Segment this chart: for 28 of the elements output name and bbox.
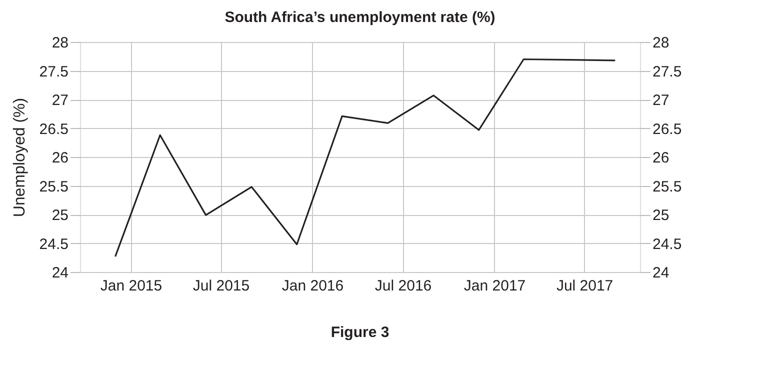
- x-tick-label: Jan 2015: [100, 278, 162, 294]
- y2-tick-label: 26: [652, 150, 670, 166]
- y-tick-label: 27.5: [39, 63, 68, 80]
- x-tick-label: Jul 2016: [374, 278, 432, 294]
- y2-tick-label: 27: [652, 92, 670, 109]
- y-tick-label: 24: [52, 264, 68, 282]
- chart-title: South Africa’s unemployment rate (%): [224, 9, 496, 26]
- x-tick-label: Jan 2017: [464, 278, 526, 294]
- x-tick-label: Jan 2016: [282, 278, 344, 294]
- y-axis-title: Unemployed (%): [11, 98, 28, 218]
- y-tick-label: 24.5: [39, 236, 68, 253]
- y-tick-label: 27: [52, 92, 68, 109]
- y2-tick-label: 24.5: [652, 236, 682, 253]
- y2-tick-label: 24: [652, 264, 670, 282]
- line-series: [114, 58, 616, 258]
- x-tick-label: Jul 2017: [556, 278, 614, 294]
- x-tick-label: Jul 2015: [192, 278, 250, 294]
- y-tick-label: 25: [52, 207, 68, 224]
- caption: Figure 3: [330, 324, 390, 341]
- y-tick-label: 26: [52, 150, 68, 166]
- y2-tick-label: 26.5: [652, 120, 682, 138]
- y-tick-label: 25.5: [39, 178, 68, 196]
- y2-tick-label: 27.5: [652, 63, 682, 80]
- y2-tick-label: 25: [652, 207, 670, 224]
- y2-tick-label: 25.5: [652, 178, 682, 196]
- y-tick-label: 26.5: [39, 120, 68, 138]
- y-tick-label: 28: [52, 34, 68, 52]
- y2-tick-label: 28: [652, 34, 670, 52]
